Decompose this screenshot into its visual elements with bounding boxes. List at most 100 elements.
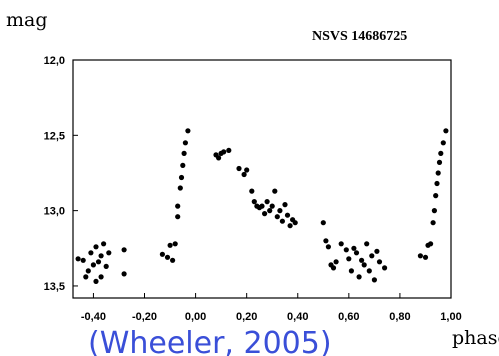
- data-point: [361, 262, 367, 268]
- data-point: [101, 241, 107, 247]
- data-point: [172, 241, 178, 247]
- data-point: [121, 247, 127, 253]
- data-point: [251, 199, 257, 205]
- data-point: [330, 265, 337, 271]
- data-point: [167, 242, 173, 248]
- data-point: [292, 220, 298, 226]
- y-tick-label: 13,5: [44, 281, 65, 293]
- data-point: [269, 203, 275, 209]
- x-tick-label: 0,00: [185, 311, 206, 323]
- data-point: [440, 140, 446, 146]
- data-point: [98, 253, 104, 259]
- chart-title: NSVS 14686725: [312, 29, 407, 44]
- data-point: [320, 220, 326, 226]
- caption: (Wheeler, 2005): [88, 326, 332, 356]
- x-axis-label: phase: [452, 327, 499, 349]
- data-point: [366, 268, 372, 274]
- x-tick-label: 0,40: [287, 311, 308, 323]
- y-tick-label: 12,0: [44, 55, 65, 67]
- data-point: [443, 128, 449, 134]
- data-point: [435, 170, 441, 176]
- data-point: [98, 274, 104, 280]
- data-point: [177, 185, 183, 191]
- data-point: [417, 253, 423, 259]
- y-tick-label: 13,0: [44, 206, 65, 218]
- y-tick-label: 12,5: [44, 130, 65, 142]
- data-point: [259, 203, 265, 209]
- data-point: [181, 150, 187, 156]
- data-point: [428, 241, 434, 247]
- data-point: [338, 241, 344, 247]
- data-point: [159, 251, 165, 257]
- data-point: [164, 254, 171, 260]
- data-point: [178, 174, 185, 181]
- data-point: [95, 259, 102, 265]
- data-point: [83, 274, 89, 280]
- data-point: [348, 268, 354, 274]
- data-point: [371, 277, 377, 283]
- data-point: [267, 208, 273, 214]
- data-point: [216, 155, 222, 161]
- data-point: [282, 202, 288, 208]
- data-point: [436, 159, 443, 165]
- data-point: [221, 149, 227, 155]
- data-point: [422, 254, 429, 260]
- data-point: [121, 271, 127, 277]
- data-point: [434, 180, 440, 187]
- data-point: [185, 128, 191, 134]
- plot-frame: [72, 59, 452, 299]
- data-point: [88, 250, 94, 256]
- x-axis-ticks: -0,40 -0,20 0,00 0,20 0,40 0,60 0,80 1,00: [81, 293, 462, 323]
- data-point: [80, 257, 86, 263]
- x-tick-label: -0,20: [132, 311, 157, 323]
- data-point: [359, 257, 365, 263]
- data-point: [75, 256, 81, 262]
- data-point: [284, 212, 291, 218]
- data-point: [106, 250, 112, 256]
- y-axis-ticks: 12,0 12,5 13,0 13,5: [44, 55, 78, 293]
- data-point: [272, 188, 278, 194]
- data-point: [236, 165, 242, 172]
- data-point: [90, 262, 96, 268]
- y-axis-label: mag: [6, 9, 48, 31]
- data-point: [175, 214, 181, 220]
- data-point: [333, 259, 339, 265]
- data-point: [430, 220, 436, 226]
- data-point: [353, 250, 360, 256]
- data-point: [93, 244, 99, 250]
- data-point: [226, 147, 232, 153]
- data-point: [182, 140, 188, 146]
- data-point: [369, 253, 375, 259]
- data-point: [438, 150, 444, 156]
- data-point: [287, 223, 293, 229]
- x-tick-label: 0,20: [236, 311, 257, 323]
- data-point: [262, 211, 268, 217]
- x-tick-label: -0,40: [81, 311, 106, 323]
- data-point: [274, 214, 280, 220]
- data-point: [356, 274, 362, 280]
- data-point: [170, 257, 176, 263]
- data-point: [180, 162, 186, 168]
- x-tick-label: 1,00: [440, 311, 461, 323]
- data-point: [103, 263, 109, 269]
- data-point: [325, 244, 331, 250]
- x-tick-label: 0,60: [338, 311, 359, 323]
- data-point: [93, 278, 99, 284]
- data-point: [175, 203, 181, 209]
- data-point: [249, 188, 255, 194]
- data-point: [351, 245, 357, 251]
- data-point: [382, 265, 388, 271]
- x-tick-label: 0,80: [389, 311, 410, 323]
- data-point: [346, 256, 352, 262]
- data-point: [433, 193, 439, 199]
- data-point: [323, 238, 329, 244]
- data-point: [264, 199, 270, 205]
- data-point: [431, 208, 437, 214]
- data-point: [241, 171, 247, 178]
- data-point: [374, 248, 380, 254]
- data-point: [244, 167, 250, 173]
- data-point: [85, 268, 91, 274]
- data-point: [343, 247, 349, 253]
- data-points: [75, 128, 449, 284]
